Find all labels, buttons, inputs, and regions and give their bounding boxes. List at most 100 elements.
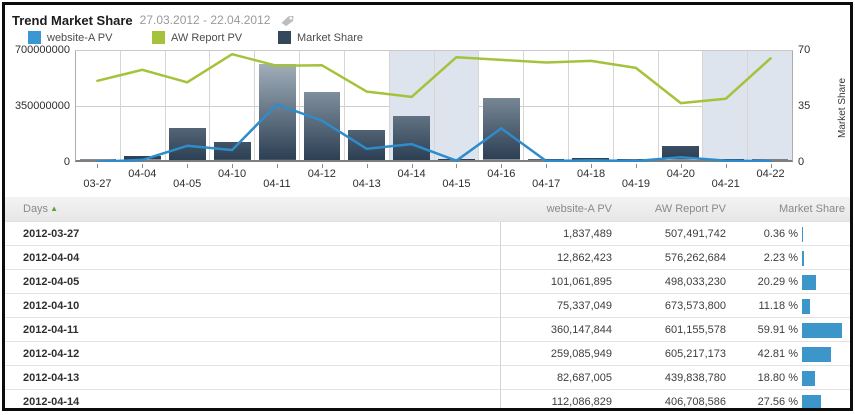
market-share-bar <box>393 116 430 160</box>
chart-column-03-27 <box>76 51 121 160</box>
x-axis-tick <box>97 164 98 168</box>
market-share-mini-bar <box>802 323 842 338</box>
cell-aw-report-pv: 439,838,780 <box>612 372 726 384</box>
cell-aw-report-pv: 507,491,742 <box>612 228 726 240</box>
x-axis-label: 04-21 <box>712 178 740 190</box>
page-title: Trend Market Share <box>12 13 133 28</box>
cell-aw-report-pv: 576,262,684 <box>612 252 726 264</box>
table-header-row: Days▲ website-A PV AW Report PV Market S… <box>5 197 850 222</box>
chart-column-04-12 <box>300 51 345 160</box>
market-share-bar <box>707 159 744 160</box>
x-axis-label: 04-20 <box>667 168 695 180</box>
y-axis-right-tick: 70 <box>798 44 828 56</box>
market-share-bar <box>572 158 609 160</box>
x-axis-label: 04-17 <box>532 178 560 190</box>
chart-column-04-18 <box>569 51 614 160</box>
column-header-aw-report-pv[interactable]: AW Report PV <box>612 203 726 215</box>
cell-day: 2012-04-05 <box>5 276 500 288</box>
titlebar: Trend Market Share 27.03.2012 - 22.04.20… <box>5 9 850 31</box>
cell-aw-report-pv: 605,217,173 <box>612 348 726 360</box>
chart-column-04-05 <box>166 51 211 160</box>
x-axis-label: 04-10 <box>218 168 246 180</box>
cell-market-share-bar <box>798 227 850 242</box>
market-share-bar <box>438 159 475 160</box>
market-share-bar <box>214 142 251 160</box>
cell-website-a-pv: 12,862,423 <box>500 246 612 270</box>
cell-day: 2012-04-11 <box>5 324 500 336</box>
market-share-mini-bar <box>802 347 831 362</box>
x-axis-label: 04-22 <box>756 168 784 180</box>
cell-day: 2012-04-04 <box>5 252 500 264</box>
market-share-bar <box>348 130 385 160</box>
cell-market-share-bar <box>798 395 850 410</box>
x-axis-label: 04-18 <box>577 168 605 180</box>
chart-column-04-16 <box>479 51 524 160</box>
legend-item-aw-report-pv[interactable]: AW Report PV <box>152 31 242 44</box>
cell-market-share: 0.36 % <box>726 228 798 240</box>
column-header-website-a-pv[interactable]: website-A PV <box>500 203 612 215</box>
x-axis-tick <box>546 164 547 168</box>
cell-day: 2012-04-14 <box>5 396 500 408</box>
chart-column-04-15 <box>435 51 480 160</box>
cell-aw-report-pv: 498,033,230 <box>612 276 726 288</box>
chart-column-04-20 <box>659 51 704 160</box>
market-share-mini-bar <box>802 395 821 410</box>
y-axis-left-tick: 350000000 <box>4 100 70 112</box>
cell-website-a-pv: 75,337,049 <box>500 294 612 318</box>
cell-market-share: 20.29 % <box>726 276 798 288</box>
y-axis-right-tick: 0 <box>798 156 828 168</box>
cell-website-a-pv: 360,147,844 <box>500 318 612 342</box>
column-header-market-share[interactable]: Market Share <box>726 203 850 215</box>
legend-swatch-dark-icon <box>278 31 291 44</box>
cell-day: 2012-04-10 <box>5 300 500 312</box>
chart-column-04-11 <box>255 51 300 160</box>
cell-market-share: 11.18 % <box>726 300 798 312</box>
cell-market-share-bar <box>798 371 850 386</box>
x-axis-tick <box>456 164 457 168</box>
x-axis-label: 04-16 <box>487 168 515 180</box>
cell-day: 2012-04-13 <box>5 372 500 384</box>
sort-asc-icon: ▲ <box>50 204 58 213</box>
x-axis-tick <box>277 164 278 168</box>
market-share-bar <box>124 156 161 160</box>
cell-website-a-pv: 112,086,829 <box>500 390 612 411</box>
y-axis-left-tick: 0 <box>4 156 70 168</box>
market-share-mini-bar <box>802 251 804 266</box>
cell-aw-report-pv: 673,573,800 <box>612 300 726 312</box>
legend-item-market-share[interactable]: Market Share <box>278 31 363 44</box>
x-axis-label: 04-05 <box>173 178 201 190</box>
cell-day: 2012-03-27 <box>5 228 500 240</box>
market-share-bar <box>662 146 699 160</box>
cell-website-a-pv: 259,085,949 <box>500 342 612 366</box>
y-axis-right-tick: 35 <box>798 100 828 112</box>
x-axis-label: 04-11 <box>263 178 290 190</box>
market-share-bar <box>259 64 296 160</box>
cell-website-a-pv: 101,061,895 <box>500 270 612 294</box>
y-axis-right-title: Market Share <box>837 58 848 158</box>
x-axis-label: 04-19 <box>622 178 650 190</box>
cell-day: 2012-04-12 <box>5 348 500 360</box>
cell-market-share: 59.91 % <box>726 324 798 336</box>
legend-item-website-a-pv[interactable]: website-A PV <box>28 31 112 44</box>
x-axis-tick <box>636 164 637 168</box>
column-header-days[interactable]: Days▲ <box>5 203 500 215</box>
market-share-mini-bar <box>802 299 810 314</box>
chart-column-04-14 <box>390 51 435 160</box>
tag-icon[interactable] <box>280 14 295 27</box>
trend-chart: 700000000 350000000 0 70 35 0 Market Sha… <box>75 50 793 193</box>
cell-market-share-bar <box>798 323 850 338</box>
x-axis-label: 04-15 <box>442 178 470 190</box>
market-share-mini-bar <box>802 371 815 386</box>
chart-column-04-04 <box>121 51 166 160</box>
x-axis-tick <box>367 164 368 168</box>
cell-market-share: 27.56 % <box>726 396 798 408</box>
cell-market-share-bar <box>798 275 850 290</box>
